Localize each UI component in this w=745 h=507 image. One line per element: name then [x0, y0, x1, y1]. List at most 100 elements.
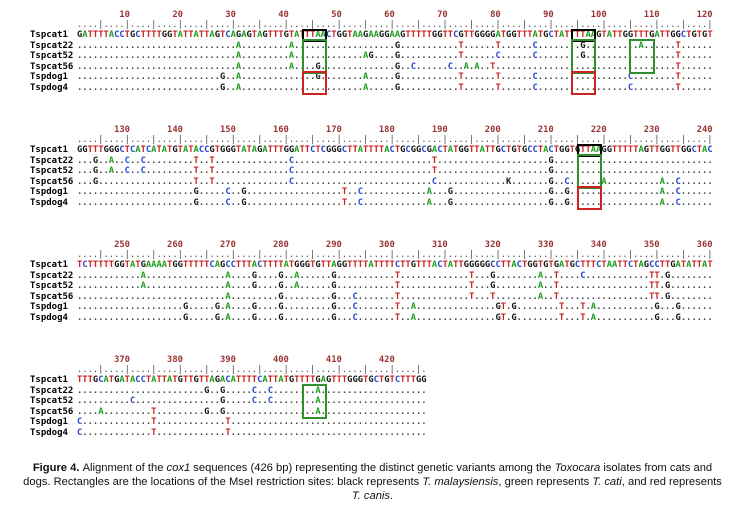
- match-dot: .: [405, 155, 411, 166]
- nucleotide-T: T: [198, 260, 205, 270]
- match-dot: .: [686, 72, 692, 83]
- match-dot: .: [98, 72, 104, 83]
- match-dot: .: [145, 291, 152, 302]
- match-dot: .: [580, 197, 586, 208]
- match-dot: .: [341, 312, 348, 323]
- match-dot: .: [559, 187, 565, 198]
- match-dot: .: [288, 291, 295, 302]
- nucleotide-T: T: [235, 260, 242, 270]
- match-dot: .: [553, 155, 560, 166]
- match-dot: .: [389, 396, 395, 407]
- match-dot: .: [437, 291, 443, 302]
- match-dot: .: [649, 312, 655, 323]
- nucleotide-G: G: [257, 145, 263, 155]
- match-dot: .: [596, 302, 602, 313]
- nucleotide-G: G: [331, 270, 337, 281]
- match-dot: .: [527, 82, 533, 93]
- nucleotide-T: T: [198, 30, 205, 40]
- match-dot: .: [363, 385, 369, 396]
- match-dot: .: [368, 82, 374, 93]
- nucleotide-C: C: [225, 197, 231, 208]
- match-dot: .: [670, 40, 676, 51]
- match-dot: .: [458, 281, 464, 292]
- nucleotide-A: A: [98, 406, 104, 417]
- match-dot: .: [670, 166, 676, 177]
- nucleotide-T: T: [601, 260, 607, 270]
- match-dot: .: [431, 187, 438, 198]
- match-dot: .: [92, 61, 99, 72]
- nucleotide-G: G: [484, 260, 491, 270]
- nucleotide-T: T: [458, 40, 464, 51]
- nucleotide-T: T: [246, 375, 252, 385]
- match-dot: .: [606, 291, 612, 302]
- match-dot: .: [299, 291, 305, 302]
- match-dot: .: [151, 51, 157, 62]
- nucleotide-A: A: [511, 260, 517, 270]
- match-dot: .: [410, 51, 416, 62]
- match-dot: .: [145, 385, 152, 396]
- match-dot: .: [304, 187, 311, 198]
- nucleotide-A: A: [225, 281, 231, 292]
- nucleotide-C: C: [341, 145, 348, 155]
- nucleotide-G: G: [543, 30, 549, 40]
- nucleotide-G: G: [649, 30, 655, 40]
- nucleotide-T: T: [373, 145, 379, 155]
- match-dot: .: [177, 427, 183, 438]
- match-dot: .: [124, 291, 130, 302]
- nucleotide-T: T: [426, 30, 432, 40]
- match-dot: .: [283, 396, 289, 407]
- nucleotide-A: A: [585, 30, 591, 40]
- match-dot: .: [543, 187, 549, 198]
- match-dot: .: [463, 312, 469, 323]
- match-dot: .: [574, 291, 581, 302]
- match-dot: .: [325, 291, 332, 302]
- match-dot: .: [241, 155, 247, 166]
- match-dot: .: [368, 417, 374, 428]
- match-dot: .: [262, 270, 268, 281]
- match-dot: .: [516, 302, 522, 313]
- nucleotide-G: G: [347, 375, 353, 385]
- match-dot: .: [341, 427, 348, 438]
- match-dot: .: [119, 385, 125, 396]
- match-dot: .: [431, 82, 438, 93]
- match-dot: .: [167, 396, 173, 407]
- nucleotide-T: T: [707, 260, 713, 270]
- match-dot: .: [400, 155, 406, 166]
- match-dot: .: [357, 417, 364, 428]
- match-dot: .: [177, 51, 183, 62]
- match-dot: .: [416, 270, 422, 281]
- nucleotide-C: C: [267, 385, 273, 396]
- match-dot: .: [638, 176, 644, 187]
- nucleotide-T: T: [167, 260, 173, 270]
- match-dot: .: [310, 197, 316, 208]
- match-dot: .: [283, 82, 289, 93]
- alignment-row-Tspcat1: Tspcat1 GATTTTACCTGCTTTTGGTATTATTAGTCAGAG…: [0, 30, 745, 41]
- match-dot: .: [405, 197, 411, 208]
- match-dot: .: [177, 385, 183, 396]
- nucleotide-G: G: [177, 260, 183, 270]
- match-dot: .: [272, 40, 279, 51]
- match-dot: .: [92, 406, 99, 417]
- match-dot: .: [574, 302, 581, 313]
- match-dot: .: [77, 291, 83, 302]
- match-dot: .: [543, 51, 549, 62]
- match-dot: .: [230, 82, 236, 93]
- match-dot: .: [156, 197, 162, 208]
- match-dot: .: [680, 82, 687, 93]
- match-dot: .: [135, 291, 141, 302]
- nucleotide-T: T: [172, 30, 178, 40]
- nucleotide-G: G: [548, 166, 554, 177]
- match-dot: .: [453, 61, 459, 72]
- match-dot: .: [506, 187, 512, 198]
- sequence-text: ......................G.....C..G........…: [77, 187, 713, 198]
- match-dot: .: [559, 82, 565, 93]
- match-dot: .: [537, 187, 544, 198]
- match-dot: .: [167, 291, 173, 302]
- nucleotide-T: T: [156, 30, 162, 40]
- alignment-row-Tspdog4: Tspdog4 ......................G.....C..G.…: [0, 198, 745, 209]
- match-dot: .: [241, 176, 247, 187]
- nucleotide-G: G: [225, 145, 231, 155]
- match-dot: .: [167, 406, 173, 417]
- sequence-text: ............................A.........G.…: [77, 292, 713, 303]
- match-dot: .: [659, 40, 665, 51]
